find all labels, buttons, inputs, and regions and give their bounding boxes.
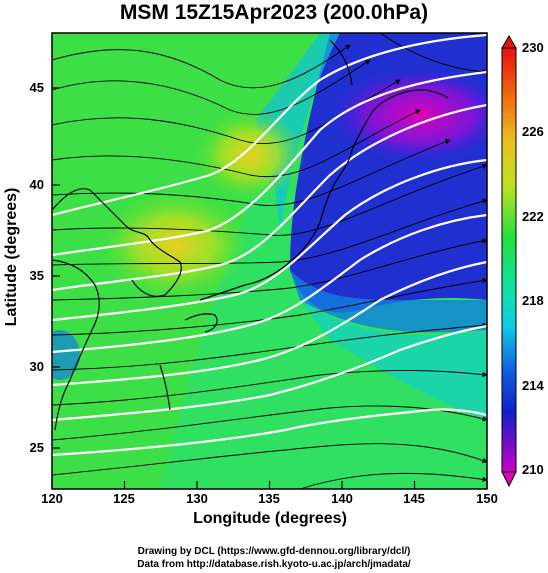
x-tick-label: 135 <box>258 491 280 506</box>
coastlines <box>52 39 449 431</box>
map-title: MSM 15Z15Apr2023 (200.0hPa) <box>119 1 429 24</box>
map-field <box>52 33 487 489</box>
x-tick-marks <box>51 481 488 489</box>
colorbar-label: 222 <box>522 209 544 224</box>
y-tick-label: 45 <box>29 80 44 95</box>
colorbar-bottom-arrow <box>501 471 517 488</box>
y-tick-label: 40 <box>29 177 44 192</box>
colorbar-top-arrow <box>501 35 517 49</box>
y-tick-label: 30 <box>29 359 44 374</box>
x-tick-label: 125 <box>113 491 135 506</box>
credit-data: Data from http://database.rish.kyoto-u.a… <box>137 559 411 570</box>
y-axis-label: Latitude (degrees) <box>3 187 20 327</box>
height-contours <box>52 33 487 457</box>
x-tick-label: 130 <box>186 491 208 506</box>
field-yellow-core <box>100 190 250 300</box>
field-lightblue-band <box>290 270 487 333</box>
field-blue-west <box>52 330 80 380</box>
colorbar-label: 218 <box>522 293 544 308</box>
y-tick-marks <box>52 87 60 449</box>
colorbar <box>501 35 517 488</box>
colorbar-label: 214 <box>522 378 544 393</box>
x-tick-label: 140 <box>331 491 353 506</box>
field-cyan-band <box>300 300 487 420</box>
x-axis-label: Longitude (degrees) <box>193 510 347 527</box>
field-yellow-core-north <box>195 110 305 200</box>
x-tick-label: 145 <box>403 491 425 506</box>
colorbar-label: 226 <box>522 124 544 139</box>
field-magenta-core <box>330 67 487 163</box>
y-tick-label: 35 <box>29 268 44 283</box>
y-tick-label: 25 <box>29 440 44 455</box>
colorbar-gradient <box>501 47 517 473</box>
colorbar-label: 210 <box>522 462 544 477</box>
colorbar-label: 230 <box>522 40 544 55</box>
x-tick-label: 120 <box>41 491 63 506</box>
credit-drawing: Drawing by DCL (https://www.gfd-dennou.o… <box>137 546 411 557</box>
x-tick-label: 150 <box>476 491 498 506</box>
